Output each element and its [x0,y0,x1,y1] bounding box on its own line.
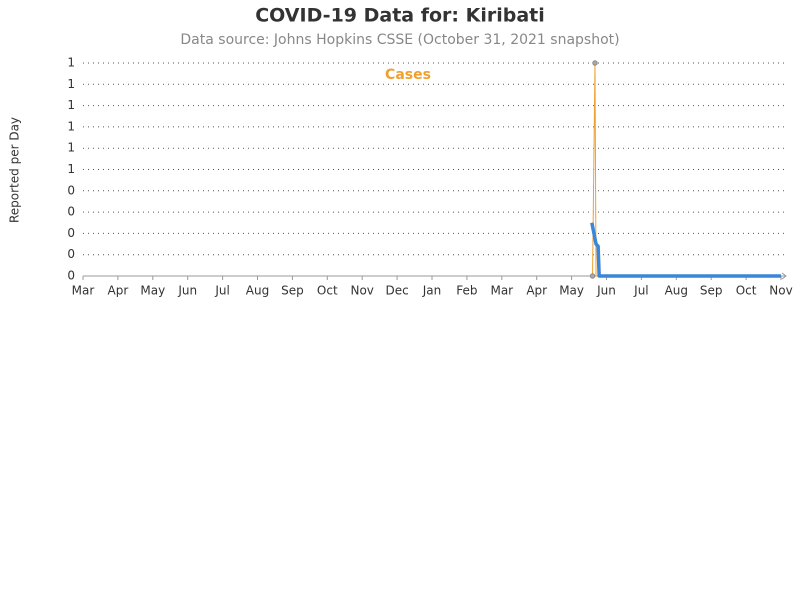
point-marker [589,273,596,279]
series-line [590,222,781,278]
x-axis-arrow [781,272,787,280]
x-tick-label: Aug [665,284,688,298]
series-line [592,62,781,277]
x-tick-label: Mar [490,284,513,298]
y-tick-label: 0 [67,269,75,283]
x-tick-label: Sep [700,284,723,298]
y-axis-label: Reported per Day [8,117,22,223]
y-tick-label: 0 [67,205,75,219]
y-tick-label: 1 [67,77,75,91]
x-tick-label: May [559,284,584,298]
x-tick-label: Jun [177,284,197,298]
x-tick-label: Dec [385,284,408,298]
y-tick-label: 1 [67,56,75,70]
y-tick-label: 1 [67,141,75,155]
x-tick-label: Sep [281,284,304,298]
x-tick-label: Aug [246,284,269,298]
x-tick-label: Nov [769,284,792,298]
x-tick-label: Jun [596,284,616,298]
x-tick-label: Feb [456,284,477,298]
x-tick-label: Oct [317,284,338,298]
x-tick-label: Jan [422,284,442,298]
y-tick-label: 0 [67,183,75,197]
x-tick-label: Jul [633,284,648,298]
chart-subtitle: Data source: Johns Hopkins CSSE (October… [180,32,619,48]
x-tick-label: Oct [736,284,757,298]
point-marker [592,60,598,66]
y-tick-label: 0 [67,226,75,240]
chart-title: COVID-19 Data for: Kiribati [255,5,545,27]
x-tick-label: Nov [350,284,373,298]
y-tick-label: 0 [67,247,75,261]
y-tick-label: 1 [67,162,75,176]
legend-label: Cases [385,67,431,83]
y-tick-label: 1 [67,98,75,112]
x-tick-label: Apr [526,284,547,298]
x-tick-label: Jul [214,284,229,298]
x-tick-label: May [140,284,165,298]
y-tick-label: 1 [67,119,75,133]
x-tick-label: Apr [108,284,129,298]
x-tick-label: Mar [72,284,95,298]
